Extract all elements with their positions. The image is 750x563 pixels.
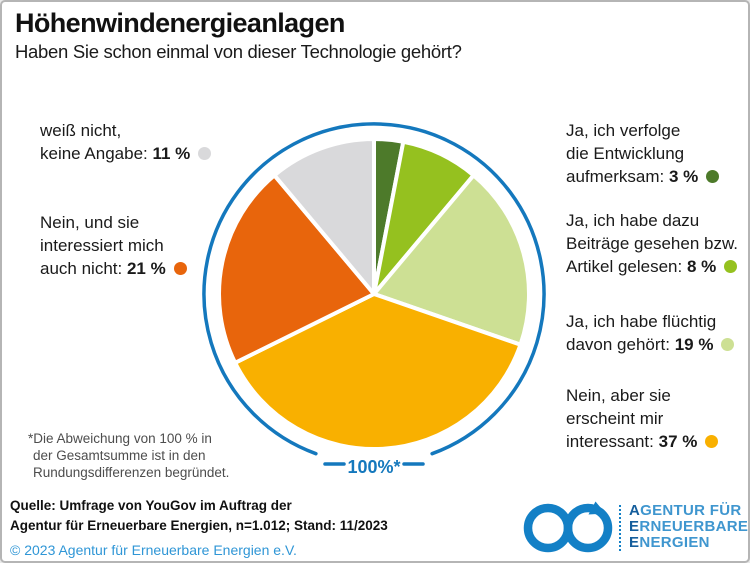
pie-outer-ring <box>202 122 546 456</box>
legend-line: die Entwicklung <box>566 144 685 163</box>
legend-line: interessant: <box>566 432 659 451</box>
legend-percent: 21 % <box>126 259 166 278</box>
legend-line: Ja, ich habe flüchtig <box>566 312 717 331</box>
legend-dot-yellow <box>705 435 719 448</box>
logo-divider <box>619 505 621 551</box>
legend-line: aufmerksam: <box>566 167 669 186</box>
legend-line: Ja, ich habe dazu <box>566 211 700 230</box>
logo-lead-letter: E <box>629 533 640 551</box>
legend-percent: 37 % <box>658 432 698 451</box>
legend-line: Nein, und sie <box>40 213 140 232</box>
legend-dot-orange <box>173 262 187 275</box>
legend-percent: 3 % <box>668 167 699 186</box>
page-subtitle: Haben Sie schon einmal von dieser Techno… <box>15 41 462 62</box>
legend-item-weiss-nicht: weiß nicht, keine Angabe: 11 % <box>40 119 212 165</box>
legend-line: weiß nicht, <box>40 121 122 140</box>
logo-wordmark: AGENTUR FÜR ERNEUERBARE ENERGIEN <box>629 503 748 550</box>
pie-slices <box>217 137 531 452</box>
legend-dot-lightgreen <box>721 338 735 351</box>
footnote-line: der Gesamtsumme ist in den <box>33 448 206 463</box>
logo-rest: RNEUERBARE <box>639 517 749 535</box>
pie-total-label: 100%* <box>347 457 400 477</box>
infinity-arrow-icon <box>523 501 613 553</box>
copyright-text: © 2023 Agentur für Erneuerbare Energien … <box>10 542 297 558</box>
legend-line: auch nicht: <box>40 259 127 278</box>
page-title: Höhenwindenergieanlagen <box>15 8 345 38</box>
logo-lead-letter: A <box>629 502 641 519</box>
pie-slice-0 <box>372 137 406 296</box>
legend-line: interessiert mich <box>40 236 164 255</box>
logo-line: ERNEUERBARE <box>629 517 749 535</box>
legend-line: Ja, ich verfolge <box>566 121 681 140</box>
legend-line: keine Angabe: <box>40 144 153 163</box>
legend-percent: 8 % <box>686 257 717 276</box>
legend-line: erscheint mir <box>566 409 664 428</box>
legend-line: davon gehört: <box>566 335 675 354</box>
legend-dot-green <box>724 260 738 273</box>
legend-percent: 11 % <box>152 144 191 163</box>
pie-slice-1 <box>372 139 476 296</box>
legend-percent: 19 % <box>674 335 714 354</box>
legend-item-verfolge-aufmerksam: Ja, ich verfolge die Entwicklung aufmerk… <box>566 119 720 188</box>
legend-line: Artikel gelesen: <box>566 257 687 276</box>
source-block: Quelle: Umfrage von YouGov im Auftrag de… <box>10 496 388 560</box>
pie-slice-5 <box>272 137 376 296</box>
legend-item-erscheint-interessant: Nein, aber sie erscheint mir interessant… <box>566 384 719 453</box>
legend-dot-gray <box>198 147 212 160</box>
rounding-footnote: *Die Abweichung von 100 % in der Gesamts… <box>28 430 229 481</box>
source-line-2: Agentur für Erneuerbare Energien, n=1.01… <box>10 518 388 533</box>
logo-rest: NERGIEN <box>639 533 710 551</box>
source-line-1: Quelle: Umfrage von YouGov im Auftrag de… <box>10 498 292 513</box>
logo-rest: GENTUR FÜR <box>640 502 742 519</box>
legend-item-nein-kein-interesse: Nein, und sie interessiert mich auch nic… <box>40 211 187 280</box>
logo-line: AGENTUR FÜR <box>629 503 748 519</box>
logo-lead-letter: E <box>629 517 640 535</box>
pie-slice-3 <box>233 292 523 452</box>
pie-slice-4 <box>217 173 376 365</box>
legend-dot-darkgreen <box>706 170 720 183</box>
logo-line: ENERGIEN <box>629 533 748 551</box>
footnote-line: Rundungsdifferenzen begründet. <box>33 465 230 480</box>
pie-slice-2 <box>372 173 531 347</box>
legend-line: Beiträge gesehen bzw. <box>566 234 739 253</box>
legend-line: Nein, aber sie <box>566 386 671 405</box>
footnote-line: *Die Abweichung von 100 % in <box>28 431 212 446</box>
legend-item-beitraege-gesehen: Ja, ich habe dazu Beiträge gesehen bzw. … <box>566 209 738 278</box>
legend-item-fluechtig-gehoert: Ja, ich habe flüchtig davon gehört: 19 % <box>566 310 735 356</box>
